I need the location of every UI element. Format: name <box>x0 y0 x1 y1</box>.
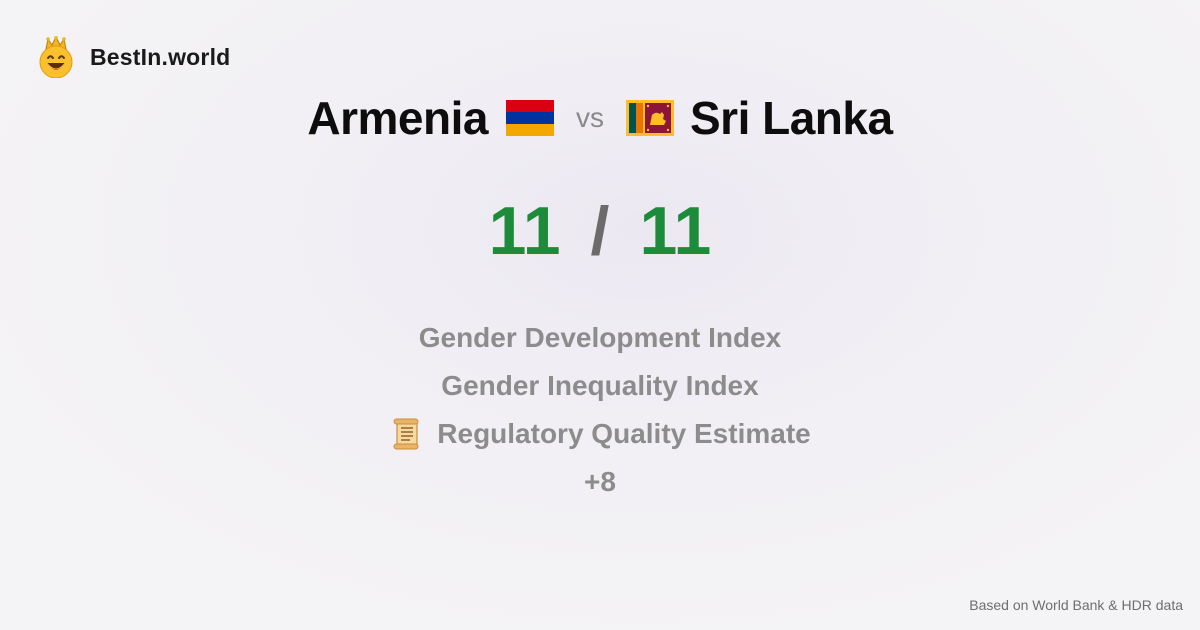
metric-list: Gender Development Index Gender Inequali… <box>0 314 1200 506</box>
metric-item: Regulatory Quality Estimate <box>389 410 811 458</box>
metric-item: Gender Development Index <box>419 314 782 362</box>
metric-label: Gender Inequality Index <box>441 370 759 401</box>
crown-smiley-icon <box>39 36 73 78</box>
armenia-flag-icon <box>505 100 554 136</box>
country-left-name: Armenia <box>307 92 488 144</box>
brand-name: BestIn.world <box>90 43 231 70</box>
comparison-title: Armenia vs Sri Lanka <box>0 88 1200 148</box>
scroll-icon <box>393 418 419 450</box>
metric-label: Regulatory Quality Estimate <box>437 418 811 449</box>
sri-lanka-flag-icon <box>625 100 674 136</box>
score-right: 11 <box>639 193 712 269</box>
country-right-name: Sri Lanka <box>689 92 893 144</box>
brand-logo[interactable]: BestIn.world <box>38 36 230 78</box>
data-source-footer: Based on World Bank & HDR data <box>969 597 1183 613</box>
score-separator: / <box>590 193 610 269</box>
score-display: 11 / 11 <box>0 192 1200 270</box>
vs-label: vs <box>575 102 604 133</box>
more-metrics-count: +8 <box>584 458 616 506</box>
score-left: 11 <box>488 193 561 269</box>
more-label: +8 <box>584 466 616 497</box>
metric-label: Gender Development Index <box>418 322 782 353</box>
metric-item: Gender Inequality Index <box>441 362 758 410</box>
